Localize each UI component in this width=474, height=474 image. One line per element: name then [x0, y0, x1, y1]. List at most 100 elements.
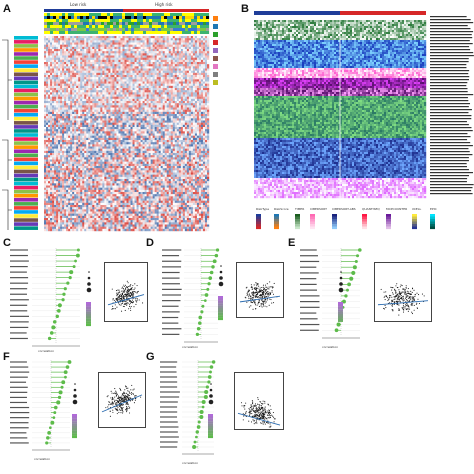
heatmap-cell: [44, 88, 47, 91]
heatmap-cell: [92, 83, 95, 87]
annotation-cell: [176, 22, 180, 25]
heatmap-cell: [92, 153, 95, 156]
heatmap-cell: [46, 46, 49, 50]
heatmap-cell: [170, 42, 173, 45]
heatmap-cell: [134, 155, 137, 158]
heatmap-cell: [172, 101, 175, 104]
heatmap-cell: [142, 92, 145, 95]
heatmap-cell: [120, 42, 123, 45]
heatmap-cell: [144, 131, 147, 134]
heatmap-cell: [96, 116, 99, 119]
heatmap-cell: [48, 57, 51, 61]
heatmap-cell: [120, 55, 123, 58]
heatmap-cell: [198, 127, 202, 130]
heatmap-cell: [102, 144, 105, 147]
heatmap-cell: [190, 53, 194, 56]
heatmap-cell: [144, 124, 147, 128]
annotation-cell: [203, 16, 207, 19]
heatmap-cell: [56, 70, 59, 74]
heatmap-cell: [194, 146, 198, 149]
heatmap-cell: [126, 88, 129, 91]
heatmap-cell: [180, 75, 184, 78]
heatmap-cell: [202, 98, 206, 102]
heatmap-cell: [44, 98, 47, 102]
heatmap-cell: [160, 120, 163, 123]
heatmap-cell: [122, 68, 125, 71]
heatmap-cell: [174, 59, 178, 63]
heatmap-cell: [144, 68, 147, 71]
heatmap-cell: [196, 55, 200, 58]
heatmap-cell: [98, 133, 101, 136]
heatmap-cell: [156, 111, 159, 115]
heatmap-cell: [86, 120, 89, 123]
heatmap-cell: [152, 103, 155, 106]
heatmap-cell: [72, 85, 75, 89]
heatmap-cell: [148, 135, 151, 139]
heatmap-cell: [58, 77, 61, 80]
heatmap-cell: [206, 142, 210, 145]
heatmap-cell: [138, 42, 141, 45]
heatmap-cell: [154, 64, 157, 67]
heatmap-cell: [48, 157, 51, 160]
heatmap-cell: [92, 51, 95, 54]
heatmap-cell: [178, 49, 182, 52]
heatmap-cell: [134, 77, 137, 80]
heatmap-cell: [90, 49, 93, 52]
heatmap-cell: [142, 79, 145, 82]
heatmap-cell: [44, 68, 47, 71]
heatmap-cell: [172, 68, 175, 71]
heatmap-cell: [158, 62, 161, 65]
heatmap-cell: [80, 148, 83, 152]
heatmap-cell: [206, 135, 210, 139]
heatmap-cell: [78, 55, 81, 58]
heatmap-cell: [108, 51, 111, 54]
heatmap-cell: [50, 53, 53, 56]
heatmap-cell: [68, 103, 71, 106]
heatmap-cell: [172, 109, 175, 113]
heatmap-cell: [124, 101, 127, 104]
heatmap-cell: [164, 77, 167, 80]
heatmap-cell: [102, 135, 105, 139]
heatmap-cell: [142, 105, 145, 108]
annotation-cell: [179, 22, 183, 25]
heatmap-cell: [148, 57, 151, 61]
heatmap-cell: [204, 40, 208, 43]
heatmap-cell: [50, 59, 53, 63]
heatmap-cell: [96, 53, 99, 56]
heatmap-cell: [88, 44, 91, 48]
heatmap-cell: [90, 107, 93, 110]
heatmap-cell: [124, 142, 127, 145]
heatmap-cell: [200, 53, 204, 56]
heatmap-cell: [90, 94, 93, 97]
annotation-cell: [152, 25, 156, 28]
heatmap-cell: [64, 101, 67, 104]
heatmap-cell: [64, 129, 67, 132]
heatmap-cell: [144, 129, 147, 132]
heatmap-cell: [170, 137, 173, 141]
heatmap-cell: [172, 70, 175, 74]
heatmap-cell: [92, 137, 95, 141]
heatmap-cell: [130, 98, 133, 102]
heatmap-cell: [72, 103, 75, 106]
heatmap-cell: [112, 70, 115, 74]
heatmap-cell: [122, 53, 125, 56]
heatmap-cell: [116, 62, 119, 65]
heatmap-cell: [156, 98, 159, 102]
heatmap-cell: [118, 79, 121, 82]
heatmap-cell: [62, 148, 65, 152]
heatmap-cell: [166, 144, 169, 147]
heatmap-cell: [152, 155, 155, 158]
heatmap-cell: [92, 38, 95, 41]
heatmap-cell: [104, 127, 107, 130]
heatmap-cell: [144, 83, 147, 87]
heatmap-cell: [196, 135, 200, 139]
heatmap-cell: [154, 72, 157, 76]
heatmap-cell: [150, 42, 153, 45]
heatmap-cell: [134, 57, 137, 61]
heatmap-cell: [172, 53, 175, 56]
annotation-cell: [137, 22, 141, 25]
heatmap-cell: [204, 81, 208, 84]
heatmap-cell: [90, 118, 93, 121]
heatmap-cell: [158, 81, 161, 84]
heatmap-cell: [114, 127, 117, 130]
